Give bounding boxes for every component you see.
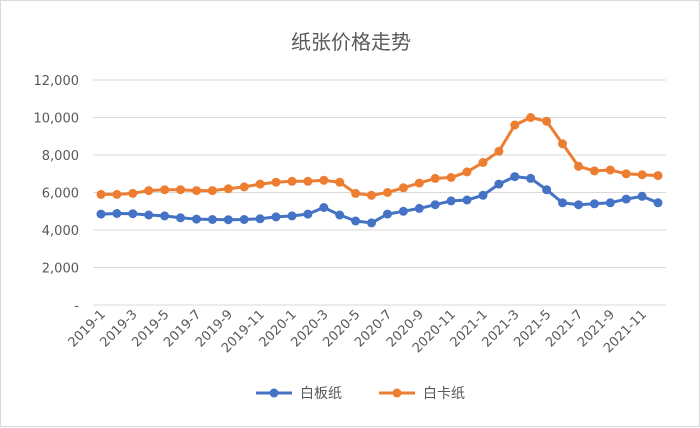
data-point	[653, 171, 663, 181]
data-point	[303, 209, 313, 219]
data-point	[398, 183, 408, 193]
data-point	[335, 177, 345, 187]
data-point	[319, 175, 329, 185]
data-point	[494, 146, 504, 156]
y-tick-label: 4,000	[42, 224, 79, 239]
data-point	[414, 203, 424, 213]
data-point	[462, 195, 472, 205]
series-layer	[96, 113, 663, 228]
data-point	[96, 189, 106, 199]
data-point	[637, 170, 647, 180]
data-point	[446, 196, 456, 206]
data-point	[303, 176, 313, 186]
data-point	[637, 191, 647, 201]
data-point	[271, 177, 281, 187]
data-point	[605, 165, 615, 175]
y-axis-ticks: - 2,000 4,000 6,000 8,000 10,000 12,000	[34, 74, 80, 314]
data-point	[414, 178, 424, 188]
data-point	[176, 213, 185, 223]
data-point	[271, 212, 281, 222]
data-point	[255, 214, 265, 224]
data-point	[112, 209, 122, 218]
data-point	[383, 209, 392, 219]
data-point	[494, 179, 504, 189]
data-point	[526, 173, 536, 183]
legend-label: 白板纸	[300, 386, 342, 402]
y-tick-label: 10,000	[34, 112, 80, 127]
data-point	[192, 214, 201, 224]
data-point	[207, 215, 217, 224]
data-point	[398, 206, 408, 216]
data-point	[287, 211, 297, 221]
legend-item: 白板纸	[256, 386, 342, 402]
data-point	[367, 190, 376, 200]
data-point	[239, 182, 249, 192]
data-point	[144, 210, 154, 220]
y-tick-label: 8,000	[42, 149, 79, 164]
data-point	[478, 158, 488, 167]
legend-item: 白卡纸	[379, 386, 465, 402]
data-point	[653, 198, 663, 208]
data-point	[542, 185, 552, 195]
data-point	[223, 215, 233, 225]
data-point	[558, 139, 567, 149]
data-point	[128, 209, 138, 219]
data-point	[255, 179, 265, 189]
data-point	[319, 203, 329, 212]
data-point	[96, 209, 106, 219]
data-point	[589, 166, 599, 176]
data-point	[144, 186, 154, 196]
data-point	[446, 173, 456, 182]
legend-marker	[269, 388, 279, 398]
data-point	[589, 199, 599, 209]
data-point	[239, 215, 249, 224]
data-point	[287, 176, 297, 186]
data-point	[478, 190, 488, 200]
data-point	[558, 198, 567, 208]
data-point	[223, 184, 233, 194]
data-point	[430, 200, 440, 210]
data-point	[510, 172, 520, 182]
data-point	[335, 210, 345, 220]
data-point	[160, 211, 170, 221]
data-point	[112, 189, 122, 199]
data-point	[367, 218, 376, 228]
x-axis-ticks: 2019-12019-32019-52019-72019-92019-11202…	[66, 307, 650, 356]
y-tick-label: -	[74, 299, 79, 314]
data-point	[160, 185, 170, 195]
data-point	[192, 186, 201, 196]
data-point	[462, 167, 472, 177]
data-point	[351, 216, 361, 226]
legend-label: 白卡纸	[423, 386, 465, 402]
data-point	[542, 116, 552, 126]
data-point	[351, 188, 361, 198]
series-1	[96, 172, 663, 228]
data-point	[621, 194, 631, 204]
data-point	[574, 200, 583, 210]
data-point	[176, 185, 185, 195]
data-point	[383, 188, 392, 197]
data-point	[621, 169, 631, 179]
y-tick-label: 12,000	[34, 74, 80, 89]
data-point	[605, 198, 615, 208]
series-2	[96, 113, 663, 200]
grid-lines	[93, 79, 666, 306]
y-tick-label: 2,000	[42, 262, 79, 277]
data-point	[207, 186, 217, 196]
data-point	[128, 188, 138, 198]
data-point	[510, 120, 520, 130]
y-tick-label: 6,000	[42, 187, 79, 202]
data-point	[430, 173, 440, 183]
legend: 白板纸 白卡纸	[256, 386, 465, 402]
chart-title: 纸张价格走势	[291, 30, 411, 54]
legend-marker	[392, 388, 402, 398]
data-point	[526, 113, 536, 122]
data-point	[574, 161, 583, 171]
series-line	[101, 116, 659, 197]
